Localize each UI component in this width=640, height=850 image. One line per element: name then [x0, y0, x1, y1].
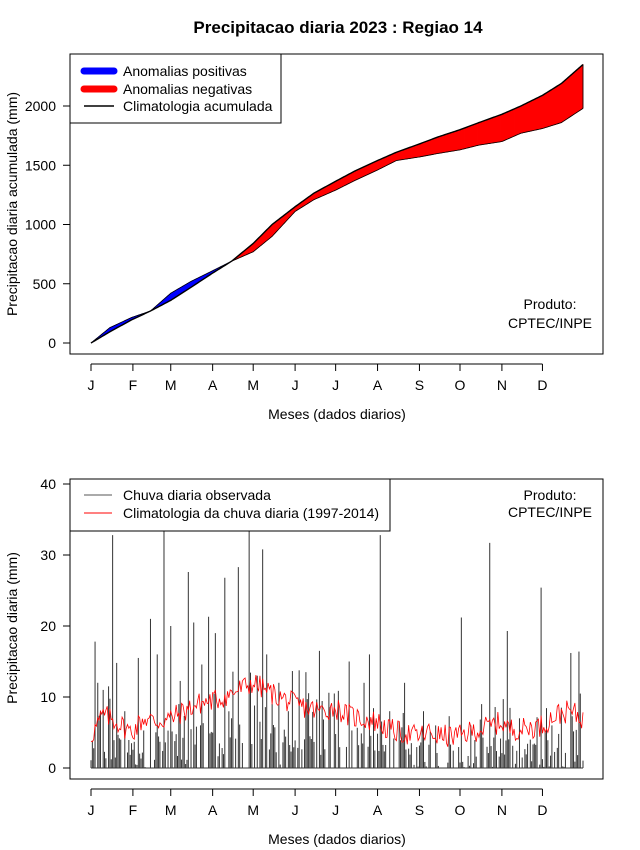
bottom-y-axis-title: Precipitacao diaria (mm) — [4, 552, 20, 704]
top-month-label: N — [497, 377, 507, 393]
bottom-month-label: J — [88, 802, 95, 818]
top-y-tick-label: 1500 — [25, 157, 56, 173]
legend-label-climatology: Climatologia acumulada — [123, 98, 273, 114]
bottom-y-tick-label: 0 — [48, 760, 56, 776]
top-month-label: A — [208, 377, 218, 393]
top-month-label: D — [537, 377, 547, 393]
top-month-label: J — [292, 377, 299, 393]
top-y-tick-label: 1000 — [25, 217, 56, 233]
top-y-tick-label: 2000 — [25, 98, 56, 114]
bottom-month-label: F — [129, 802, 138, 818]
bottom-month-label: N — [497, 802, 507, 818]
bottom-y-tick-label: 10 — [40, 689, 56, 705]
bottom-legend-box — [69, 478, 391, 532]
bottom-month-label: A — [208, 802, 218, 818]
legend-label-positive: Anomalias positivas — [123, 63, 247, 79]
bottom-month-label: A — [373, 802, 383, 818]
bottom-legend: Chuva diaria observada Climatologia da c… — [69, 478, 391, 532]
bottom-produto-org: CPTEC/INPE — [508, 504, 592, 520]
bottom-panel: 0 10 20 30 40 J F M A M J J A S O N D Precipitacao diar… — [4, 476, 604, 847]
top-y-tick-label: 0 — [48, 335, 56, 351]
top-legend: Anomalias positivas Anomalias negativas … — [69, 53, 282, 124]
figure-title: Precipitacao diaria 2023 : Regiao 14 — [193, 18, 483, 37]
bottom-month-label: S — [415, 802, 424, 818]
legend-label-observed: Chuva diaria observada — [123, 487, 271, 503]
bottom-month-label: D — [537, 802, 547, 818]
top-month-label: J — [88, 377, 95, 393]
bottom-month-label: M — [247, 802, 259, 818]
top-month-label: O — [455, 377, 466, 393]
top-month-label: A — [373, 377, 383, 393]
bottom-produto-label: Produto: — [524, 487, 577, 503]
top-month-label: F — [129, 377, 138, 393]
top-month-label: M — [165, 377, 177, 393]
bottom-month-label: J — [332, 802, 339, 818]
daily-climatology-line — [90, 674, 584, 747]
observed-cumulative-outline — [90, 108, 584, 344]
legend-label-negative: Anomalias negativas — [123, 81, 252, 97]
top-y-axis-title: Precipitacao diaria acumulada (mm) — [4, 92, 20, 316]
top-panel: 0 500 1000 1500 2000 J F M A M J J A S O N D Precipitac… — [4, 53, 604, 422]
top-produto-label: Produto: — [524, 296, 577, 312]
bottom-month-label: M — [165, 802, 177, 818]
top-month-label: M — [247, 377, 259, 393]
top-y-tick-label: 500 — [33, 276, 57, 292]
bottom-y-tick-label: 30 — [40, 547, 56, 563]
legend-label-daily-climatology: Climatologia da chuva diaria (1997-2014) — [123, 505, 379, 521]
top-month-label: J — [332, 377, 339, 393]
bottom-month-label: J — [292, 802, 299, 818]
top-x-axis-title: Meses (dados diarios) — [268, 406, 406, 422]
top-produto-org: CPTEC/INPE — [508, 315, 592, 331]
bottom-month-label: O — [455, 802, 466, 818]
bottom-y-tick-label: 20 — [40, 618, 56, 634]
top-month-label: S — [415, 377, 424, 393]
climatology-cumulative-line — [90, 64, 584, 344]
bottom-x-axis-title: Meses (dados diarios) — [268, 831, 406, 847]
bottom-y-tick-label: 40 — [40, 476, 56, 492]
